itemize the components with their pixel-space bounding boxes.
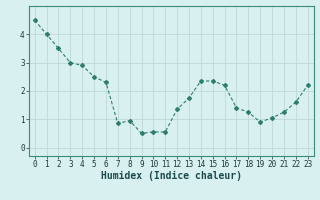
X-axis label: Humidex (Indice chaleur): Humidex (Indice chaleur)	[101, 171, 242, 181]
